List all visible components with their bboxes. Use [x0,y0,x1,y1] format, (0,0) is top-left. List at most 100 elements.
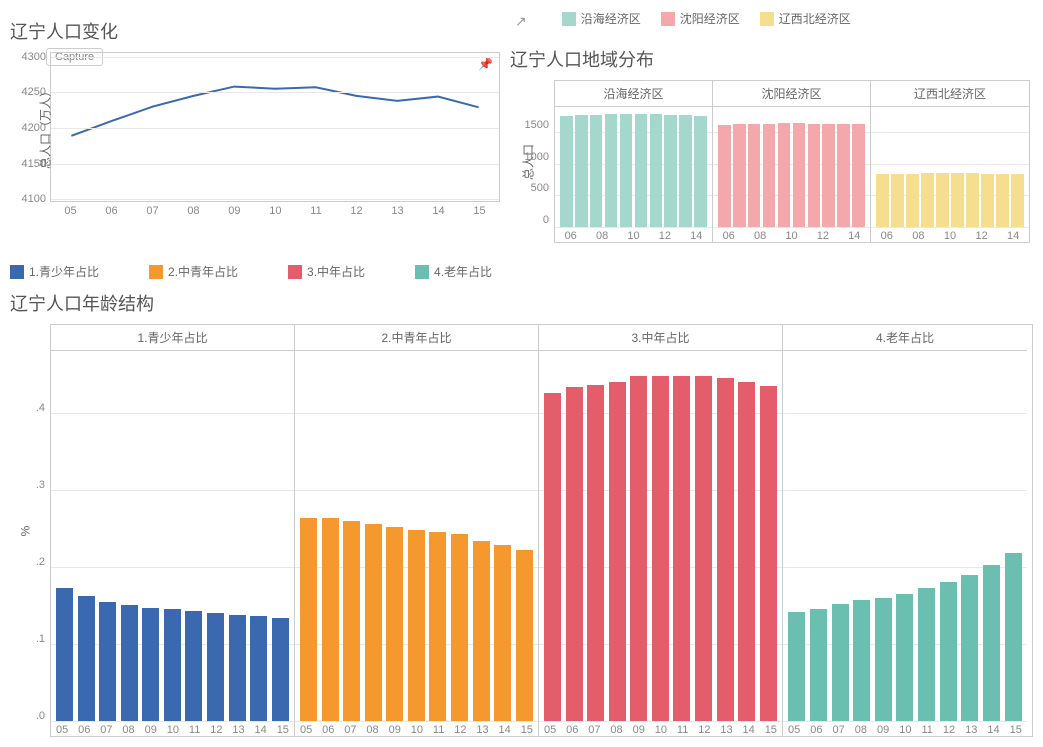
legend-item[interactable]: 2.中青年占比 [149,263,238,280]
bar[interactable] [763,124,776,227]
bar[interactable] [164,609,181,721]
bar[interactable] [121,605,138,721]
bar[interactable] [832,604,849,721]
bar[interactable] [516,550,533,721]
x-tick: 15 [473,205,485,217]
bar[interactable] [587,385,604,721]
legend-item[interactable]: 4.老年占比 [415,263,492,280]
bar[interactable] [300,518,317,722]
bar[interactable] [981,174,994,227]
bar[interactable] [1011,174,1024,227]
bar[interactable] [429,532,446,721]
bar[interactable] [853,600,870,721]
bar[interactable] [185,611,202,721]
legend-item[interactable]: 沿海经济区 [562,10,641,27]
bar[interactable] [852,124,865,227]
bar[interactable] [272,618,289,721]
bar[interactable] [142,608,159,721]
bar[interactable] [808,124,821,227]
bar[interactable] [940,582,957,721]
x-tick: 10 [785,230,797,242]
bar[interactable] [788,612,805,721]
bar[interactable] [778,123,791,227]
bar[interactable] [679,115,692,227]
x-tick: 10 [655,724,667,736]
bar[interactable] [673,376,690,721]
bar[interactable] [875,598,892,721]
plot-area [713,107,870,227]
bar[interactable] [408,530,425,721]
bar[interactable] [891,174,904,227]
bar[interactable] [793,123,806,227]
bar[interactable] [99,602,116,721]
gridline [539,721,782,722]
bar[interactable] [966,173,979,227]
bar[interactable] [996,174,1009,227]
bar[interactable] [560,116,573,227]
bar[interactable] [630,376,647,721]
x-tick: 12 [454,724,466,736]
x-tick: 12 [817,230,829,242]
bar[interactable] [566,387,583,721]
region-panels: 沿海经济区0608101214沈阳经济区0608101214辽西北经济区0608… [555,81,1029,242]
x-tick: 10 [269,205,281,217]
x-tick: 11 [433,724,444,736]
x-tick: 12 [659,230,671,242]
bar[interactable] [56,588,73,721]
gridline [871,227,1029,228]
bar[interactable] [544,393,561,721]
bar[interactable] [386,527,403,721]
bar[interactable] [695,376,712,721]
bar[interactable] [322,518,339,721]
bar[interactable] [951,173,964,227]
bar[interactable] [620,114,633,227]
bar[interactable] [207,613,224,721]
x-tick: 09 [633,724,645,736]
x-tick: 14 [848,230,860,242]
bar[interactable] [590,115,603,227]
bar[interactable] [918,588,935,721]
y-tick: 1000 [525,151,549,163]
bar[interactable] [718,125,731,227]
bar[interactable] [250,616,267,721]
bar[interactable] [365,524,382,721]
bar[interactable] [837,124,850,227]
bar[interactable] [605,114,618,227]
bar[interactable] [738,382,755,721]
bar[interactable] [78,596,95,721]
export-icon[interactable]: ↗ [515,13,527,30]
bar[interactable] [936,173,949,227]
bar[interactable] [822,124,835,227]
bar[interactable] [921,173,934,227]
bar[interactable] [733,124,746,227]
bar[interactable] [876,174,889,227]
bar[interactable] [810,609,827,721]
bar[interactable] [609,382,626,721]
bar[interactable] [1005,553,1022,721]
bar[interactable] [635,114,648,227]
x-tick: 14 [255,724,267,736]
legend-item[interactable]: 1.青少年占比 [10,263,99,280]
bar[interactable] [229,615,246,721]
bar[interactable] [717,378,734,721]
legend-item[interactable]: 辽西北经济区 [760,10,851,27]
legend-item[interactable]: 沈阳经济区 [661,10,740,27]
bar[interactable] [473,541,490,721]
bar[interactable] [694,116,707,227]
bar[interactable] [748,124,761,227]
bar[interactable] [652,376,669,721]
bar[interactable] [575,115,588,227]
bar[interactable] [983,565,1000,721]
bar[interactable] [961,575,978,721]
bar[interactable] [343,521,360,721]
x-tick: 08 [187,205,199,217]
bar[interactable] [664,115,677,227]
bar[interactable] [906,174,919,227]
x-tick: 07 [100,724,112,736]
bar[interactable] [896,594,913,721]
bar[interactable] [760,386,777,721]
bar[interactable] [451,534,468,721]
bar[interactable] [494,545,511,721]
legend-item[interactable]: 3.中年占比 [288,263,365,280]
bar[interactable] [650,114,663,227]
